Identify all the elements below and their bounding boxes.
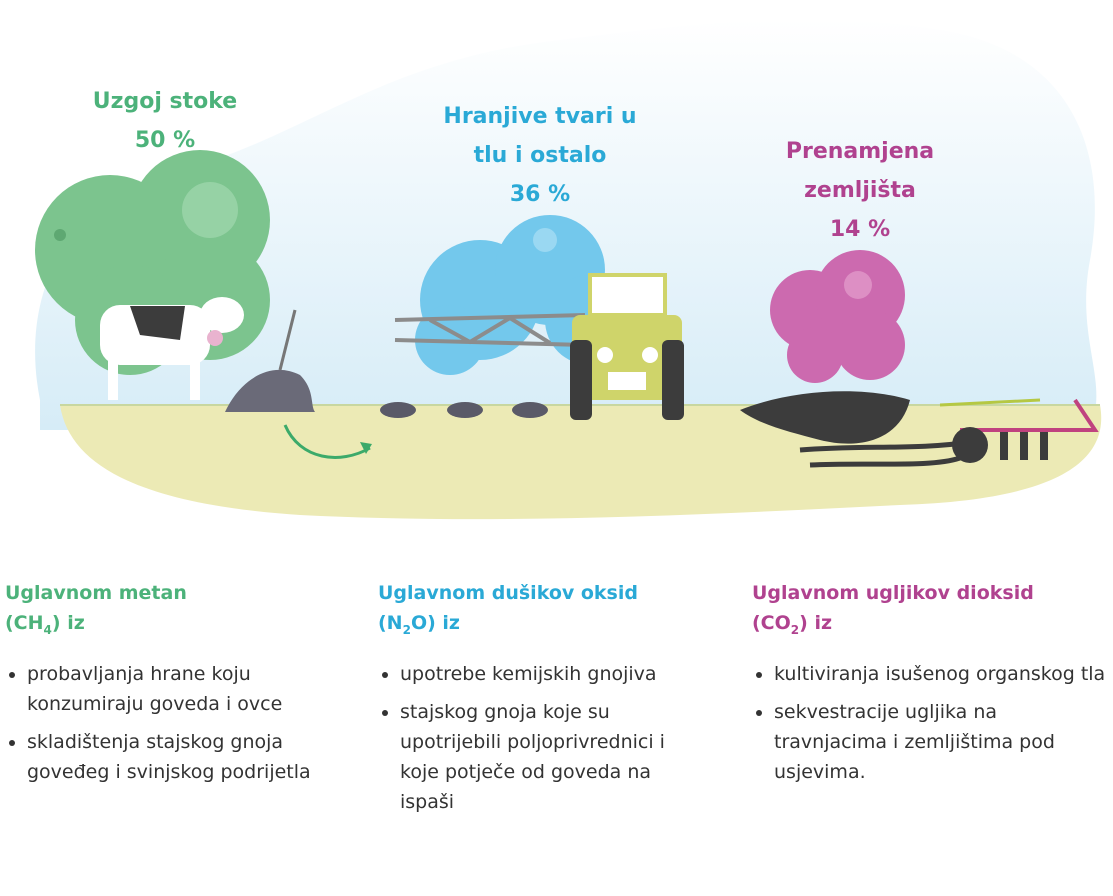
heading-subscript: 2	[403, 623, 411, 637]
column-heading: Uglavnom ugljikov dioksid (CO2) iz	[752, 578, 1112, 645]
illustration	[0, 0, 1113, 540]
sector-title: tlu i ostalo	[420, 136, 660, 175]
heading-subscript: 2	[791, 623, 799, 637]
heading-suffix: ) iz	[799, 612, 832, 634]
sector-title: zemljišta	[760, 171, 960, 210]
bullet: upotrebe kemijskih gnojiva	[400, 659, 688, 689]
sector-title: Prenamjena	[760, 132, 960, 171]
bullet-list: kultiviranja isušenog organskog tla sekve…	[752, 659, 1112, 787]
bullet-list: probavljanja hrane koju konzumiraju gove…	[5, 659, 365, 787]
heading-subscript: 4	[44, 623, 52, 637]
bullet: sekvestracije ugljika na travnjacima i z…	[774, 697, 1112, 787]
heading-formula: (CH	[5, 612, 44, 634]
column: Uglavnom ugljikov dioksid (CO2) iz kultivi…	[752, 578, 1112, 795]
page: {"sections":[ {"title_lines":["Uzgoj sto…	[0, 0, 1113, 896]
heading-suffix: ) iz	[52, 612, 85, 634]
bullet: probavljanja hrane koju konzumiraju gove…	[27, 659, 365, 719]
sector-title: Uzgoj stoke	[65, 82, 265, 121]
heading-line: Uglavnom metan	[5, 582, 187, 604]
sector-percent: 36 %	[420, 175, 660, 214]
sector-title: Hranjive tvari u	[420, 97, 660, 136]
heading-line: Uglavnom dušikov oksid	[378, 582, 638, 604]
sector-percent: 50 %	[65, 121, 265, 160]
column-heading: Uglavnom metan (CH4) iz	[5, 578, 365, 645]
column: Uglavnom dušikov oksid (N2O) iz upotrebe k…	[378, 578, 688, 825]
column: Uglavnom metan (CH4) iz probavljanja hrane…	[5, 578, 365, 795]
heading-formula: (CO	[752, 612, 791, 634]
heading-line: Uglavnom ugljikov dioksid	[752, 582, 1034, 604]
bullet-list: upotrebe kemijskih gnojiva stajskog gnoja…	[378, 659, 688, 817]
bullet: kultiviranja isušenog organskog tla	[774, 659, 1112, 689]
bullet: stajskog gnoja koje su upotrijebili polj…	[400, 697, 688, 817]
heading-formula: (N	[378, 612, 403, 634]
sector-percent: 14 %	[760, 210, 960, 249]
bullet: skladištenja stajskog gnoja goveđeg i sv…	[27, 727, 365, 787]
heading-suffix: O) iz	[411, 612, 460, 634]
column-heading: Uglavnom dušikov oksid (N2O) iz	[378, 578, 688, 645]
plants	[380, 402, 548, 418]
